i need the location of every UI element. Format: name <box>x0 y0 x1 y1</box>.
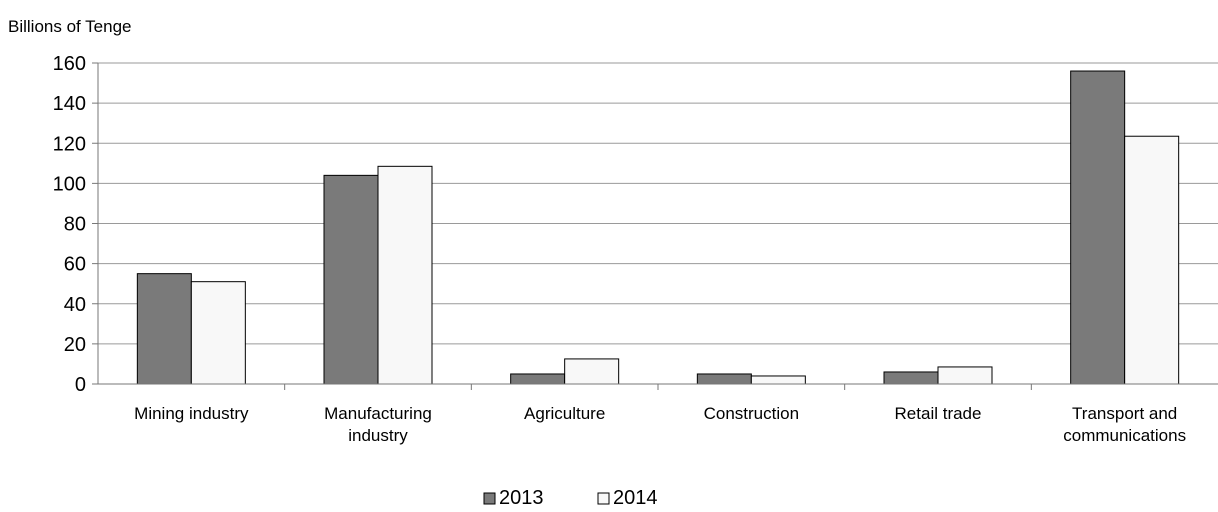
bar-2013 <box>510 373 566 385</box>
x-tick-label: Manufacturing <box>324 404 432 423</box>
x-tick-label: Transport and <box>1072 404 1177 423</box>
bar-2014 <box>377 165 433 385</box>
bar-2013 <box>323 174 379 385</box>
y-tick-label: 120 <box>53 133 86 155</box>
bar-2014 <box>564 358 620 385</box>
bar-2013 <box>136 273 192 385</box>
y-tick-label: 20 <box>64 334 86 356</box>
y-tick-label: 80 <box>64 214 86 236</box>
bar-2013 <box>696 373 752 385</box>
legend: 2013 2014 <box>483 487 658 509</box>
x-tick-label: Construction <box>704 404 799 423</box>
bar-2013 <box>883 371 939 385</box>
y-tick-label: 100 <box>53 173 86 195</box>
y-tick-label: 60 <box>64 254 86 276</box>
bar-2014 <box>1124 135 1180 385</box>
legend-label: 2013 <box>499 487 544 509</box>
bar-2014 <box>190 281 246 385</box>
y-tick-label: 40 <box>64 294 86 316</box>
x-tick-label: industry <box>348 426 408 445</box>
legend-swatch <box>483 492 496 505</box>
bar-2014 <box>750 375 806 385</box>
y-tick-label: 140 <box>53 93 86 115</box>
y-axis-ticks: 0 20 40 60 80 100 120 140 160 <box>53 53 98 396</box>
bar-2014 <box>937 366 993 385</box>
legend-swatch <box>597 492 610 505</box>
gridlines <box>98 62 1218 345</box>
x-tick-label: Retail trade <box>895 404 982 423</box>
x-tick-label: communications <box>1063 426 1186 445</box>
x-tick-label: Mining industry <box>134 404 249 423</box>
x-tick-label: Agriculture <box>524 404 605 423</box>
y-tick-label: 160 <box>53 53 86 75</box>
x-axis-ticks: Mining industry Manufacturing industry Agri… <box>134 404 1186 445</box>
x-axis <box>97 63 1218 390</box>
y-tick-label: 0 <box>75 374 86 396</box>
y-axis-title: Billions of Tenge <box>8 17 132 36</box>
bar-2013 <box>1070 70 1126 385</box>
legend-label: 2014 <box>613 487 658 509</box>
bars <box>136 70 1180 385</box>
